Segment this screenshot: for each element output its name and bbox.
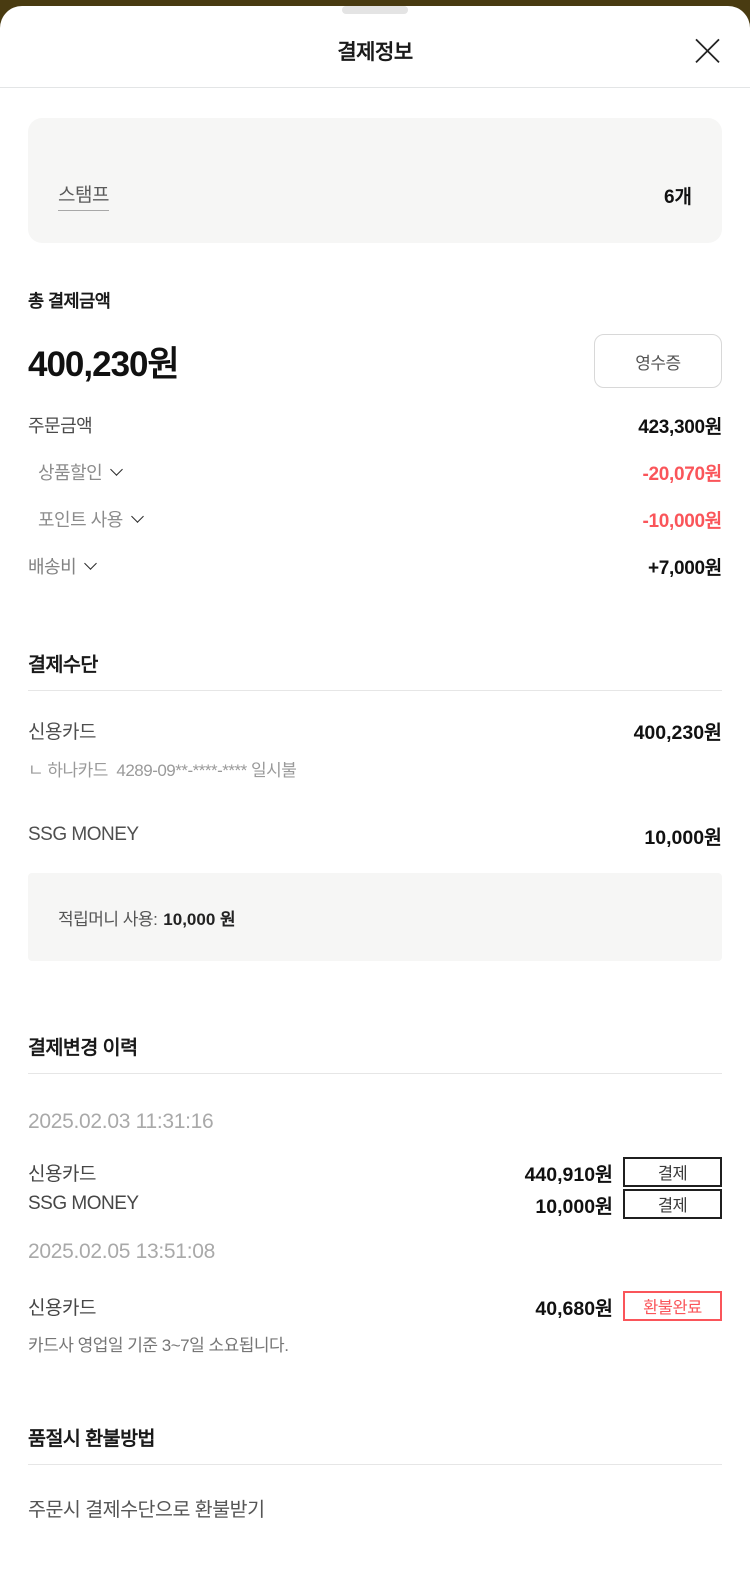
history-row: SSG MONEY 10,000원 결제 bbox=[28, 1188, 722, 1220]
amount-breakdown: 주문금액 423,300원 상품할인 -20,070원 포인트 사용 -10,0… bbox=[28, 413, 722, 579]
payment-history-header: 결제변경 이력 bbox=[28, 1031, 722, 1074]
history-datetime: 2025.02.03 11:31:16 bbox=[28, 1110, 214, 1133]
history-method: SSG MONEY bbox=[28, 1193, 139, 1214]
stamp-summary-box: 스탬프 6개 bbox=[28, 118, 722, 243]
total-payment-row: 400,230원 영수증 bbox=[28, 333, 722, 389]
chevron-down-icon bbox=[84, 556, 98, 570]
history-group: 신용카드 440,910원 결제 SSG MONEY 10,000원 결제 bbox=[28, 1156, 722, 1220]
order-amount-value: 423,300원 bbox=[638, 416, 722, 438]
close-button[interactable] bbox=[690, 35, 724, 69]
chevron-down-icon bbox=[110, 462, 124, 476]
refund-processing-note: 카드사 영업일 기준 3~7일 소요됩니다. bbox=[28, 1336, 289, 1355]
chevron-down-icon bbox=[130, 509, 144, 523]
points-used-toggle[interactable]: 포인트 사용 bbox=[38, 506, 144, 532]
order-amount-label: 주문금액 bbox=[28, 416, 93, 436]
sheet-title: 결제정보 bbox=[337, 40, 413, 64]
history-amount: 10,000원 bbox=[535, 1195, 613, 1218]
stamp-label[interactable]: 스탬프 bbox=[58, 180, 109, 211]
product-discount-row: 상품할인 -20,070원 bbox=[28, 459, 722, 485]
credit-card-row: 신용카드 400,230원 bbox=[28, 718, 722, 744]
ssg-money-row: SSG MONEY 10,000원 bbox=[28, 823, 722, 849]
credit-card-amount: 400,230원 bbox=[633, 721, 722, 744]
saved-money-label: 적립머니 사용: bbox=[58, 909, 158, 929]
stamp-count: 6개 bbox=[663, 187, 692, 208]
refund-method-header: 품절시 환불방법 bbox=[28, 1422, 722, 1465]
close-icon bbox=[694, 37, 721, 67]
points-used-value: -10,000원 bbox=[642, 510, 722, 532]
history-method: 신용카드 bbox=[28, 1297, 96, 1319]
refund-method-text: 주문시 결제수단으로 환불받기 bbox=[28, 1499, 265, 1521]
payment-info-bottom-sheet: 결제정보 스탬프 6개 총 결제금액 400,230원 영수증 주문금액 423… bbox=[0, 6, 750, 1594]
refund-status-badge: 환불완료 bbox=[623, 1291, 722, 1321]
credit-card-label: 신용카드 bbox=[28, 721, 96, 743]
history-row: 신용카드 40,680원 환불완료 bbox=[28, 1290, 722, 1322]
history-group: 신용카드 40,680원 환불완료 bbox=[28, 1290, 722, 1322]
payment-method-header: 결제수단 bbox=[28, 648, 722, 691]
history-row: 신용카드 440,910원 결제 bbox=[28, 1156, 722, 1188]
receipt-button[interactable]: 영수증 bbox=[594, 334, 722, 388]
saved-money-value: 10,000 원 bbox=[163, 909, 236, 929]
history-datetime: 2025.02.05 13:51:08 bbox=[28, 1240, 215, 1263]
ssg-money-amount: 10,000원 bbox=[644, 826, 722, 849]
shipping-fee-toggle[interactable]: 배송비 bbox=[28, 553, 98, 579]
payment-status-badge: 결제 bbox=[623, 1189, 722, 1219]
shipping-fee-value: +7,000원 bbox=[647, 557, 722, 579]
product-discount-toggle[interactable]: 상품할인 bbox=[38, 459, 124, 485]
sheet-header: 결제정보 bbox=[0, 14, 750, 88]
ssg-money-label: SSG MONEY bbox=[28, 824, 139, 845]
saved-money-box: 적립머니 사용: 10,000 원 bbox=[28, 873, 722, 961]
drag-handle[interactable] bbox=[342, 6, 408, 14]
total-payment-amount: 400,230원 bbox=[28, 344, 180, 384]
history-amount: 40,680원 bbox=[535, 1297, 613, 1320]
points-used-row: 포인트 사용 -10,000원 bbox=[28, 506, 722, 532]
order-amount-row: 주문금액 423,300원 bbox=[28, 413, 722, 438]
shipping-fee-row: 배송비 +7,000원 bbox=[28, 553, 722, 579]
credit-card-detail: ㄴ 하나카드 4289-09**-****-**** 일시불 bbox=[28, 761, 297, 780]
history-method: 신용카드 bbox=[28, 1163, 96, 1185]
sheet-content: 스탬프 6개 총 결제금액 400,230원 영수증 주문금액 423,300원… bbox=[0, 118, 750, 1522]
total-payment-label: 총 결제금액 bbox=[28, 291, 111, 311]
history-amount: 440,910원 bbox=[524, 1163, 613, 1186]
payment-status-badge: 결제 bbox=[623, 1157, 722, 1187]
product-discount-value: -20,070원 bbox=[642, 463, 722, 485]
